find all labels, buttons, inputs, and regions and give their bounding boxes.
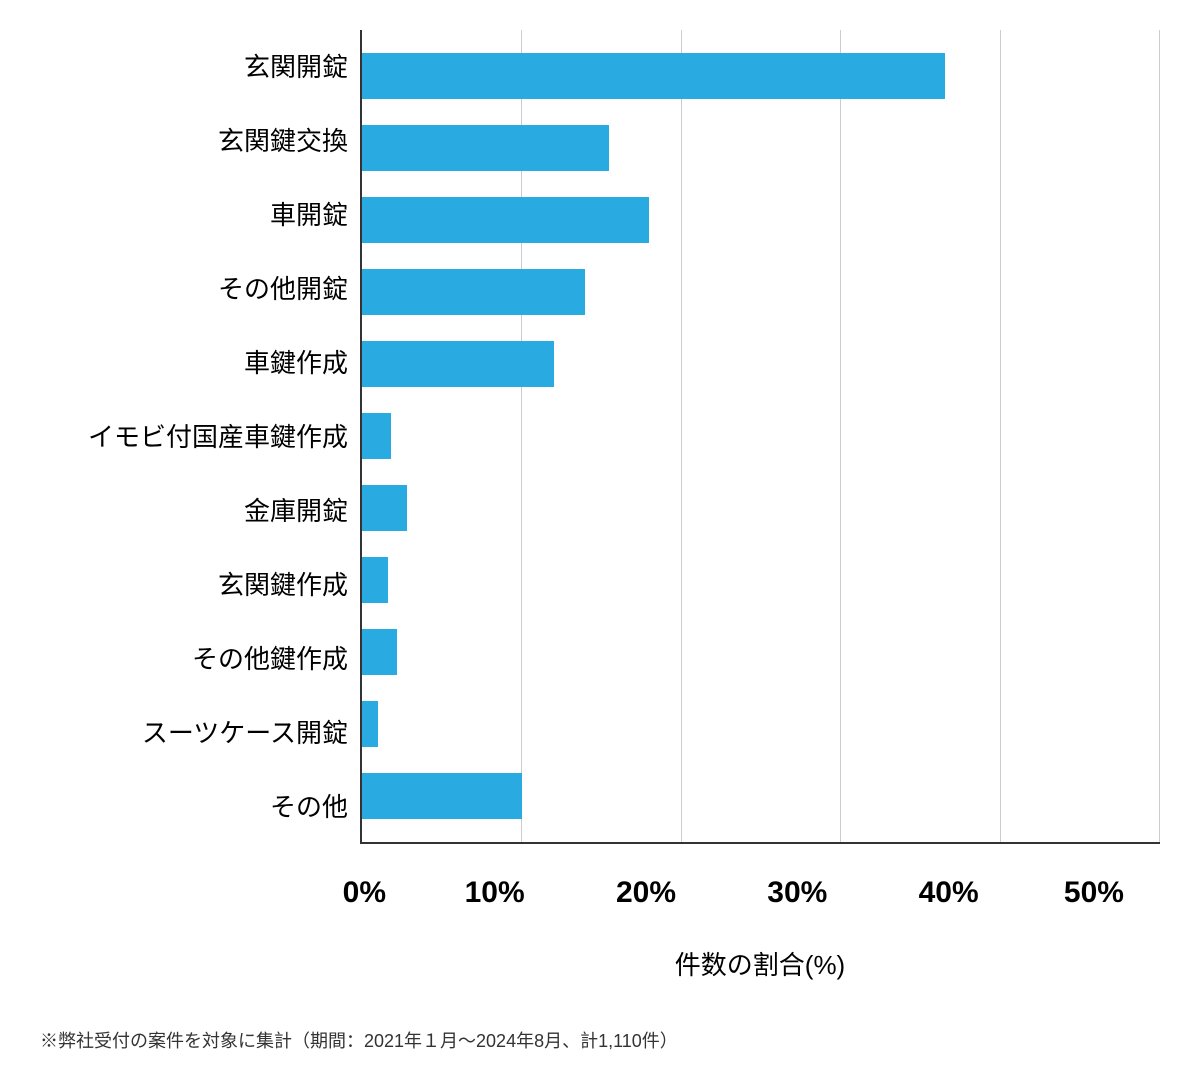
chart-area: 玄関開錠玄関鍵交換車開錠その他開錠車鍵作成イモビ付国産車鍵作成金庫開錠玄関鍵作成… [40, 30, 1160, 844]
bar-row [362, 400, 1160, 472]
bar-row [362, 328, 1160, 400]
x-tick-label: 20% [616, 876, 676, 910]
category-label: 車鍵作成 [40, 327, 348, 399]
bar-row [362, 616, 1160, 688]
x-axis: 0%10%20%30%40%50% [360, 864, 1160, 910]
category-label: イモビ付国産車鍵作成 [40, 401, 348, 473]
bar [362, 773, 522, 819]
bar [362, 413, 391, 459]
chart-container: 玄関開錠玄関鍵交換車開錠その他開錠車鍵作成イモビ付国産車鍵作成金庫開錠玄関鍵作成… [40, 30, 1160, 1053]
x-tick-label: 30% [767, 876, 827, 910]
x-tick-label: 10% [465, 876, 525, 910]
category-label: 玄関鍵交換 [40, 105, 348, 177]
bars-group [362, 30, 1160, 842]
bar-row [362, 472, 1160, 544]
footnote-text: ※弊社受付の案件を対象に集計（期間：2021年１月～2024年8月、計1,110… [40, 1027, 1160, 1053]
x-tick-label: 50% [1064, 876, 1124, 910]
x-axis-ticks: 0%10%20%30%40%50% [360, 876, 1160, 910]
bar [362, 125, 609, 171]
bar-row [362, 184, 1160, 256]
bar-row [362, 112, 1160, 184]
category-label: 玄関鍵作成 [40, 549, 348, 621]
category-label: その他開錠 [40, 253, 348, 325]
bar [362, 53, 945, 99]
plot-area [360, 30, 1160, 844]
category-label: 玄関開錠 [40, 31, 348, 103]
bar [362, 629, 397, 675]
bar [362, 269, 585, 315]
y-axis-labels: 玄関開錠玄関鍵交換車開錠その他開錠車鍵作成イモビ付国産車鍵作成金庫開錠玄関鍵作成… [40, 30, 360, 844]
category-label: 車開錠 [40, 179, 348, 251]
category-label: その他鍵作成 [40, 623, 348, 695]
bar-row [362, 256, 1160, 328]
bar [362, 197, 649, 243]
bar [362, 557, 388, 603]
x-axis-label: 件数の割合(%) [360, 945, 1160, 982]
x-tick-label: 40% [919, 876, 979, 910]
x-tick-label: 0% [343, 876, 386, 910]
category-label: 金庫開錠 [40, 475, 348, 547]
bar [362, 701, 378, 747]
bar-row [362, 688, 1160, 760]
category-label: その他 [40, 771, 348, 843]
bar-row [362, 40, 1160, 112]
bar-row [362, 760, 1160, 832]
category-label: スーツケース開錠 [40, 697, 348, 769]
bar-row [362, 544, 1160, 616]
bar [362, 485, 407, 531]
bar [362, 341, 554, 387]
